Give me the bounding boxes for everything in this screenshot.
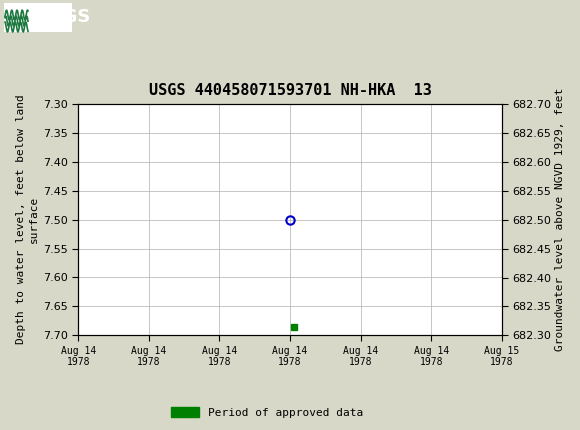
- FancyBboxPatch shape: [4, 3, 72, 32]
- Text: USGS: USGS: [35, 9, 90, 27]
- Title: USGS 440458071593701 NH-HKA  13: USGS 440458071593701 NH-HKA 13: [148, 83, 432, 98]
- Y-axis label: Groundwater level above NGVD 1929, feet: Groundwater level above NGVD 1929, feet: [555, 88, 566, 351]
- Legend: Period of approved data: Period of approved data: [166, 403, 367, 422]
- Y-axis label: Depth to water level, feet below land
surface: Depth to water level, feet below land su…: [16, 95, 39, 344]
